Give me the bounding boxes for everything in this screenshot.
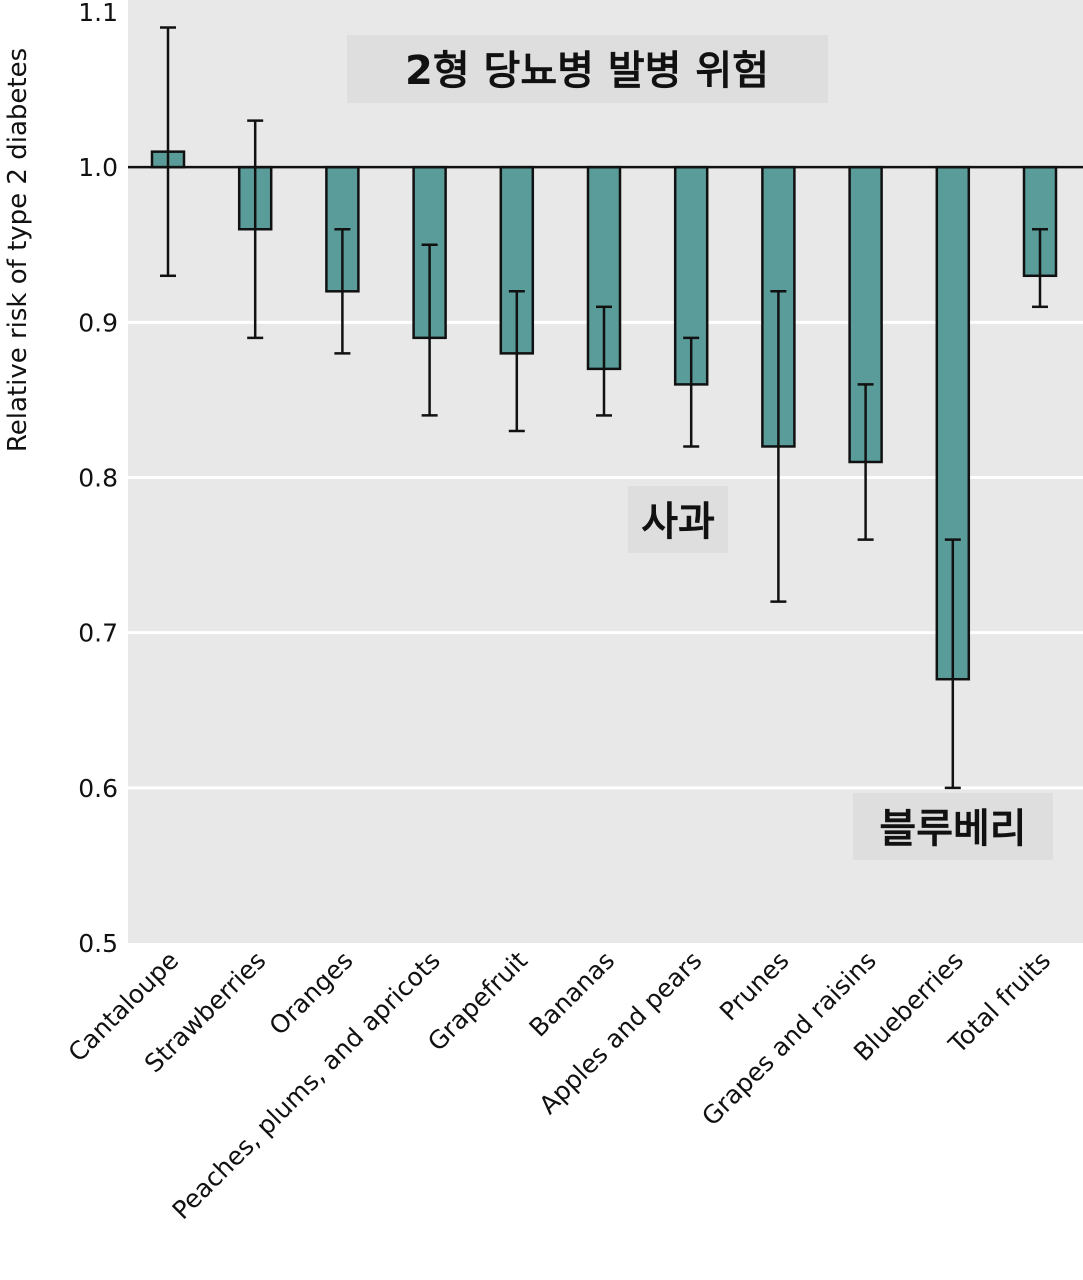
y-tick-label: 1.1 <box>78 0 118 27</box>
y-tick-label: 0.8 <box>78 464 118 493</box>
y-tick-label: 0.9 <box>78 308 118 337</box>
y-tick-label: 1.0 <box>78 153 118 182</box>
annotation-title: 2형 당뇨병 발병 위험 <box>347 35 828 103</box>
y-tick-label: 0.7 <box>78 619 118 648</box>
x-tick-label: Grapes and raisins <box>696 946 882 1132</box>
plot-background <box>128 0 1083 943</box>
annotation-blueberry: 블루베리 <box>853 793 1053 860</box>
x-tick-label: Prunes <box>714 946 795 1027</box>
y-tick-label: 0.6 <box>78 774 118 803</box>
annotation-blueberry-text: 블루베리 <box>879 806 1026 852</box>
annotation-apple-text: 사과 <box>641 499 715 545</box>
y-axis-label: Relative risk of type 2 diabetes <box>3 48 33 452</box>
annotation-title-text: 2형 당뇨병 발병 위험 <box>405 48 769 94</box>
annotation-apple: 사과 <box>628 486 728 553</box>
x-tick-label: Apples and pears <box>533 946 707 1120</box>
y-tick-label: 0.5 <box>78 929 118 958</box>
